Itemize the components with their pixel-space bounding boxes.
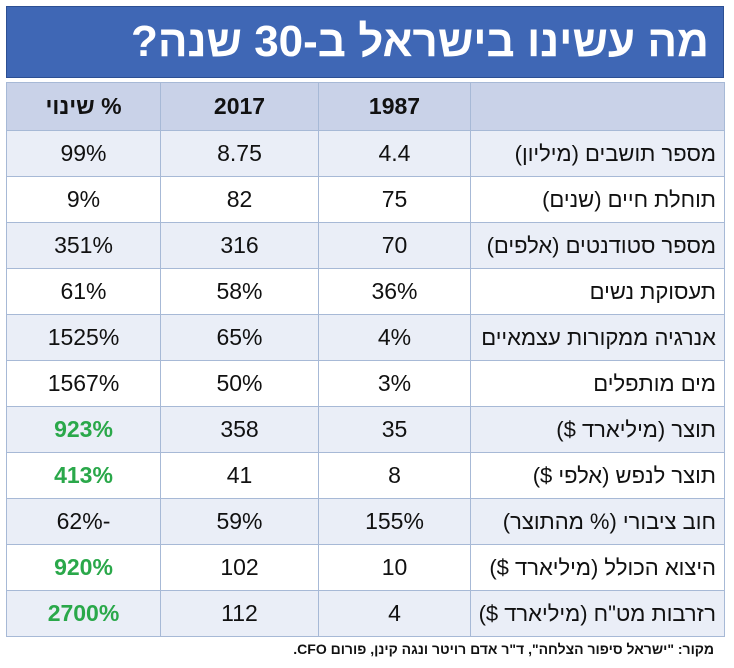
table-row: תוצר לנפש (אלפי $) 8 41 413%: [6, 452, 725, 499]
value-2017: 65%: [160, 314, 319, 361]
value-1987: 4%: [318, 314, 471, 361]
value-2017: 58%: [160, 268, 319, 315]
value-change: 1525%: [6, 314, 161, 361]
table-row: היצוא הכולל (מיליארד $) 10 102 920%: [6, 544, 725, 591]
header-change: % שינוי: [6, 82, 161, 131]
row-label: תוצר (מיליארד $): [470, 406, 725, 453]
table-row: תעסוקת נשים 36% 58% 61%: [6, 268, 725, 315]
value-change: 61%: [6, 268, 161, 315]
value-1987: 75: [318, 176, 471, 223]
value-2017: 316: [160, 222, 319, 269]
comparison-table: 1987 2017 % שינוי מספר תושבים (מיליון) 4…: [6, 82, 725, 637]
table-row: רזרבות מט"ח (מיליארד $) 4 112 2700%: [6, 590, 725, 637]
page-title: מה עשינו בישראל ב-30 שנה?: [130, 17, 709, 66]
value-2017: 41: [160, 452, 319, 499]
row-label: מספר סטודנטים (אלפים): [470, 222, 725, 269]
row-label: אנרגיה ממקורות עצמאיים: [470, 314, 725, 361]
value-2017: 82: [160, 176, 319, 223]
table-row: מים מותפלים 3% 50% 1567%: [6, 360, 725, 407]
value-1987: 4: [318, 590, 471, 637]
table-row: חוב ציבורי (% מהתוצר) 155% 59% -62%: [6, 498, 725, 545]
header-label: [470, 82, 725, 131]
value-1987: 155%: [318, 498, 471, 545]
value-2017: 50%: [160, 360, 319, 407]
value-change: 413%: [6, 452, 161, 499]
value-change: 2700%: [6, 590, 161, 637]
value-2017: 8.75: [160, 130, 319, 177]
infographic: מה עשינו בישראל ב-30 שנה? 1987 2017 % שי…: [6, 6, 725, 637]
value-2017: 112: [160, 590, 319, 637]
value-1987: 10: [318, 544, 471, 591]
value-change: 923%: [6, 406, 161, 453]
value-change: 1567%: [6, 360, 161, 407]
value-change: 99%: [6, 130, 161, 177]
value-change: -62%: [6, 498, 161, 545]
value-2017: 59%: [160, 498, 319, 545]
row-label: תוצר לנפש (אלפי $): [470, 452, 725, 499]
table-header-row: 1987 2017 % שינוי: [6, 82, 725, 131]
row-label: היצוא הכולל (מיליארד $): [470, 544, 725, 591]
value-1987: 4.4: [318, 130, 471, 177]
table-row: מספר תושבים (מיליון) 4.4 8.75 99%: [6, 130, 725, 177]
row-label: רזרבות מט"ח (מיליארד $): [470, 590, 725, 637]
table-row: תוצר (מיליארד $) 35 358 923%: [6, 406, 725, 453]
value-change: 351%: [6, 222, 161, 269]
value-1987: 36%: [318, 268, 471, 315]
value-1987: 35: [318, 406, 471, 453]
header-1987: 1987: [318, 82, 471, 131]
row-label: תעסוקת נשים: [470, 268, 725, 315]
header-2017: 2017: [160, 82, 319, 131]
value-1987: 3%: [318, 360, 471, 407]
table-body: מספר תושבים (מיליון) 4.4 8.75 99% תוחלת …: [6, 130, 725, 637]
table-row: תוחלת חיים (שנים) 75 82 9%: [6, 176, 725, 223]
value-2017: 358: [160, 406, 319, 453]
value-1987: 70: [318, 222, 471, 269]
row-label: מים מותפלים: [470, 360, 725, 407]
title-bar: מה עשינו בישראל ב-30 שנה?: [6, 6, 724, 78]
row-label: מספר תושבים (מיליון): [470, 130, 725, 177]
source-note: מקור: "ישראל סיפור הצלחה", ד"ר אדם רויטר…: [293, 641, 714, 657]
table-row: מספר סטודנטים (אלפים) 70 316 351%: [6, 222, 725, 269]
table-row: אנרגיה ממקורות עצמאיים 4% 65% 1525%: [6, 314, 725, 361]
row-label: חוב ציבורי (% מהתוצר): [470, 498, 725, 545]
row-label: תוחלת חיים (שנים): [470, 176, 725, 223]
value-change: 9%: [6, 176, 161, 223]
value-1987: 8: [318, 452, 471, 499]
value-2017: 102: [160, 544, 319, 591]
value-change: 920%: [6, 544, 161, 591]
